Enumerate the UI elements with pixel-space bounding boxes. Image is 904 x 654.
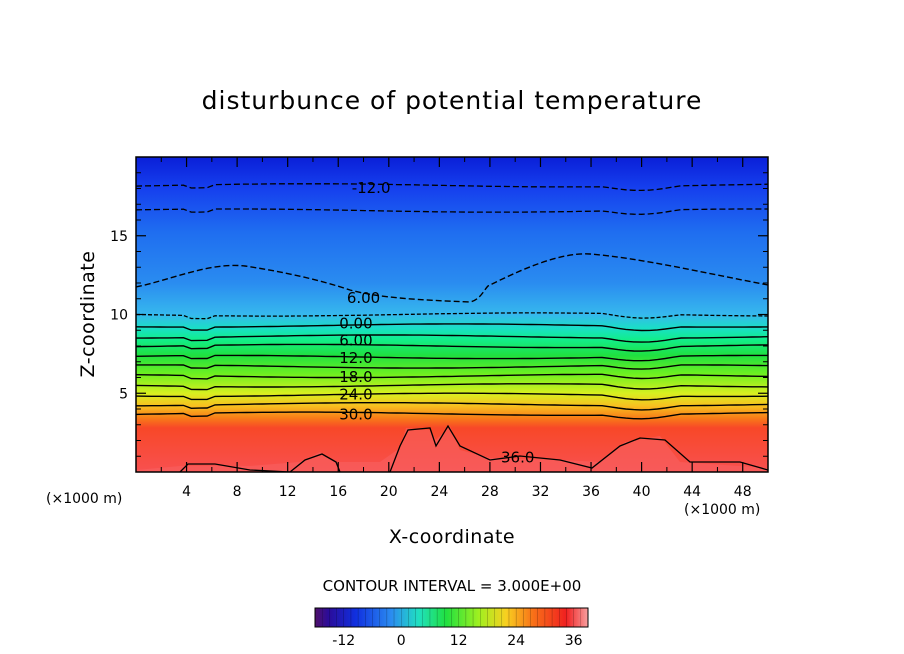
x-tick-label: 12 — [279, 484, 297, 500]
contour-line — [136, 402, 768, 411]
y-axis-label: Z-coordinate — [77, 250, 99, 378]
x-tick-label: 44 — [683, 484, 701, 500]
contour-lines — [136, 183, 768, 420]
x-tick-label: 24 — [430, 484, 448, 500]
contour-label: 0.00 — [339, 314, 372, 332]
chart-title: disturbunce of potential temperature — [201, 86, 703, 115]
x-tick-label: 28 — [481, 484, 499, 500]
colorbar-tick-label: 12 — [450, 633, 468, 649]
contour-line — [136, 334, 768, 343]
contour-label: 18.0 — [339, 368, 372, 386]
x-tick-label: 20 — [380, 484, 398, 500]
contour-label: 12.0 — [339, 349, 372, 367]
contour-line — [136, 364, 768, 370]
x-tick-label: 32 — [532, 484, 550, 500]
x-tick-label: 8 — [233, 484, 242, 500]
contour-label: 6.00 — [347, 289, 380, 307]
contour-line — [136, 343, 768, 352]
contour-line — [136, 383, 768, 391]
contour-line — [136, 312, 768, 320]
x-tick-label: 16 — [329, 484, 347, 500]
contour-line — [136, 354, 768, 362]
temperature-field — [136, 157, 768, 472]
contour-line — [136, 323, 768, 332]
y-tick-label: 10 — [110, 308, 128, 324]
x-axis: 4 8 12 16 20 24 28 32 36 40 44 48 — [160, 157, 752, 500]
contour-line — [136, 411, 768, 420]
y-tick-label: 5 — [119, 386, 128, 402]
x-unit-label-left: (×1000 m) — [46, 491, 123, 507]
contour-line — [136, 183, 768, 192]
contour-label: 30.0 — [339, 406, 372, 424]
x-tick-label: 36 — [582, 484, 600, 500]
x-tick-label: 4 — [182, 484, 191, 500]
x-tick-label: 48 — [734, 484, 752, 500]
contour-line-36 — [389, 424, 768, 472]
y-tick-label: 15 — [110, 229, 128, 245]
colorbar-segments — [314, 608, 589, 627]
contour-features — [136, 253, 768, 472]
colorbar-tick-label: 36 — [565, 633, 583, 649]
contour-line — [136, 208, 768, 215]
colorbar-tick-label: -12 — [332, 633, 355, 649]
contour-label: -12.0 — [352, 179, 391, 197]
contour-label: 24.0 — [339, 385, 372, 403]
contour-line-minus6 — [136, 253, 768, 303]
y-axis: 5 10 15 — [110, 172, 768, 457]
contour-label: 36.0 — [501, 448, 534, 466]
colorbar-tick-label: 0 — [397, 633, 406, 649]
contour-line — [136, 373, 768, 380]
colorbar: -12 0 12 24 36 — [314, 607, 589, 649]
contour-bump-surface — [179, 453, 341, 472]
colorbar-tick-label: 24 — [507, 633, 525, 649]
warm-surface-region — [136, 426, 768, 472]
x-axis-label: X-coordinate — [388, 526, 516, 548]
x-unit-label-right: (×1000 m) — [684, 502, 761, 518]
contour-line — [136, 392, 768, 401]
x-tick-label: 40 — [633, 484, 651, 500]
contour-label: 6.00 — [339, 332, 372, 350]
colorbar-ticks: -12 0 12 24 36 — [332, 633, 582, 649]
contour-interval-text: CONTOUR INTERVAL = 3.000E+00 — [322, 577, 582, 595]
